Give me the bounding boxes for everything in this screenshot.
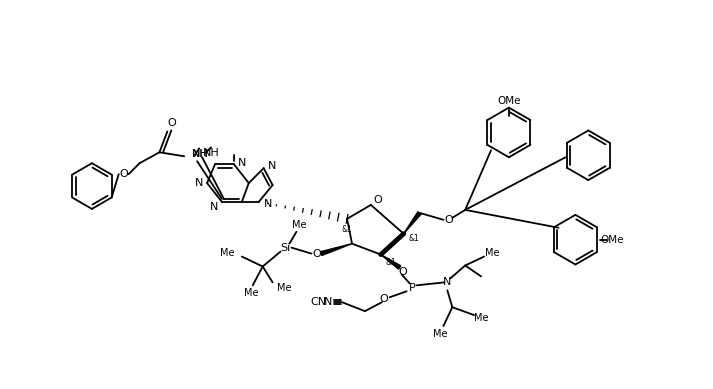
Text: NH: NH [202, 148, 220, 158]
Polygon shape [381, 254, 401, 269]
Text: NH: NH [193, 149, 209, 159]
Polygon shape [404, 212, 421, 234]
Text: N: N [267, 161, 276, 171]
Text: O: O [444, 215, 453, 225]
Text: Me: Me [433, 329, 448, 339]
Text: N: N [264, 199, 272, 209]
Text: N: N [238, 158, 246, 168]
Text: Me: Me [292, 220, 307, 230]
Text: &1: &1 [386, 258, 396, 267]
Text: N: N [324, 297, 332, 307]
Text: Me: Me [244, 288, 258, 298]
Text: O: O [399, 268, 407, 277]
Text: O: O [119, 169, 128, 179]
Text: CN: CN [310, 297, 327, 307]
Polygon shape [321, 244, 352, 256]
Text: P: P [409, 283, 416, 293]
Text: NH: NH [192, 149, 208, 159]
Text: N: N [443, 277, 451, 287]
Text: O: O [379, 294, 388, 304]
Text: Me: Me [474, 313, 488, 323]
Text: OMe: OMe [600, 235, 624, 245]
Text: Me: Me [220, 247, 235, 258]
Text: O: O [312, 249, 321, 259]
Text: O: O [167, 117, 175, 128]
Text: Me: Me [277, 283, 291, 293]
Text: O: O [374, 195, 382, 205]
Text: OMe: OMe [497, 96, 520, 106]
Text: Si: Si [280, 243, 291, 252]
Text: &1: &1 [409, 234, 419, 243]
Text: N: N [195, 178, 203, 188]
Text: Me: Me [485, 247, 499, 258]
Text: N: N [210, 202, 218, 212]
Text: &1: &1 [341, 225, 352, 234]
